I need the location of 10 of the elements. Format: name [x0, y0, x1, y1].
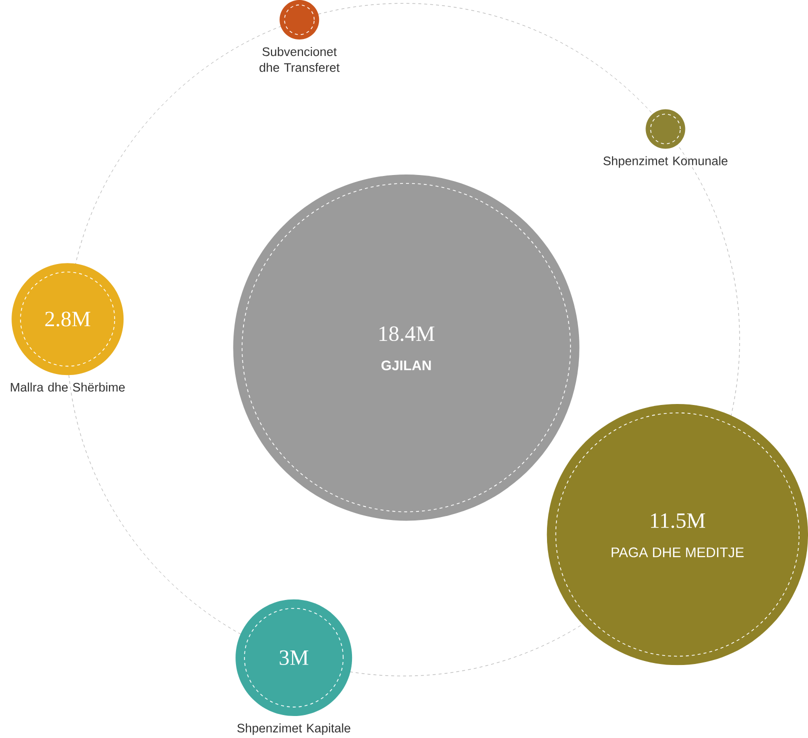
category-label: Subvencionet dhe Transferet — [260, 46, 340, 72]
data-label: 3M — [280, 650, 308, 665]
category-label: GJILAN — [381, 360, 431, 370]
category-label: Shpenzimet Kapitale — [237, 723, 350, 735]
category-label: Mallra dhe Shërbime — [10, 382, 125, 392]
data-label: 18.4M — [379, 326, 434, 342]
data-label: 2.8M — [45, 312, 90, 326]
category-label: PAGA DHE MEDITJE — [612, 547, 744, 558]
data-label: 11.5M — [651, 513, 706, 528]
category-label: Shpenzimet Komunale — [603, 156, 728, 168]
